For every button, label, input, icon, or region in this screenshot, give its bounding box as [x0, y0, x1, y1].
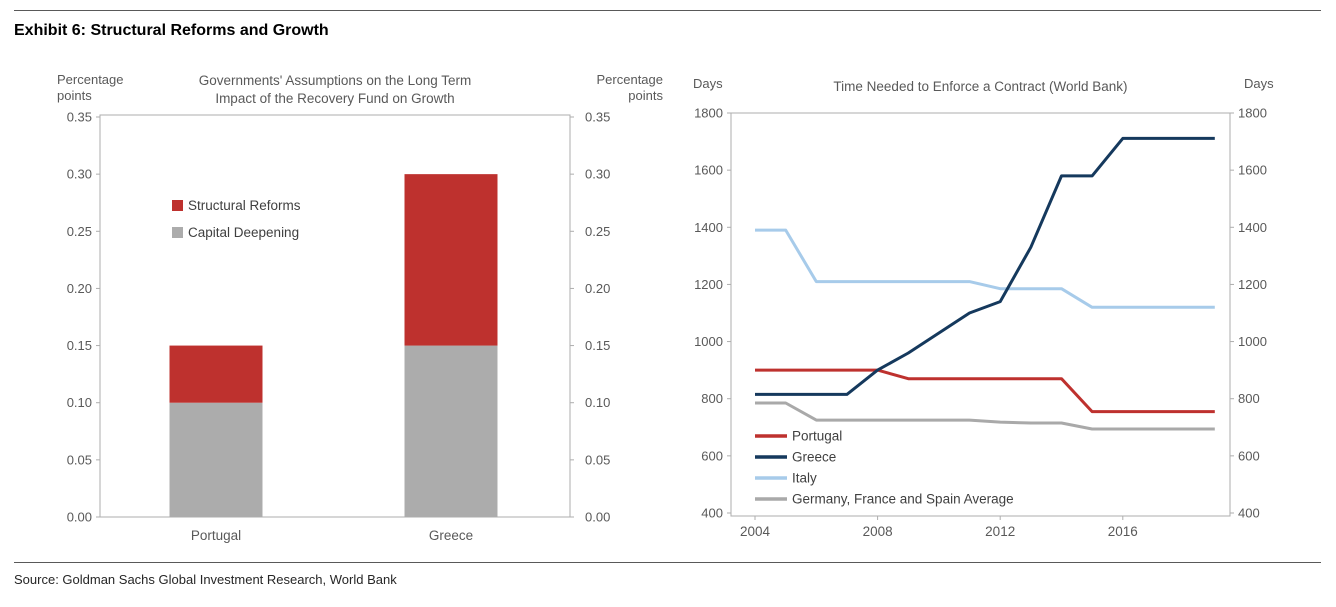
y-tick-label-left: 1200	[694, 277, 723, 292]
bar-chart-plot: 0.00 0.00 0.05 0.05 0.10 0.10 0.15 0.15 0.20 0.20…	[67, 110, 611, 544]
bottom-rule	[14, 562, 1321, 563]
bar-segment-capital-deepening	[169, 402, 263, 517]
legend-label: Structural Reforms	[188, 198, 301, 213]
y-tick-label-right: 0.15	[585, 338, 610, 353]
bar-chart: Percentage points Governments' Assumptio…	[40, 62, 672, 558]
y-tick-label-right: 1800	[1238, 106, 1267, 121]
y-tick-label-right: 0.10	[585, 395, 610, 410]
y-tick-label-left: 0.05	[67, 452, 92, 467]
plot-border	[730, 112, 1231, 517]
line-chart-plot: 1800 1800 1600 1600 1400 1400 1200 1200 1000 1000…	[694, 106, 1267, 540]
bar-segment-structural-reforms	[404, 174, 498, 346]
top-rule	[14, 10, 1321, 11]
bar-segment-structural-reforms	[169, 345, 263, 403]
y-tick-label-left: 0.35	[67, 110, 92, 125]
y-tick-label-right: 600	[1238, 448, 1260, 463]
x-tick-label: 2016	[1108, 524, 1138, 539]
y-tick-label-right: 1200	[1238, 277, 1267, 292]
y-tick-label-right: 0.35	[585, 110, 610, 125]
y-tick-label-left: 0.25	[67, 224, 92, 239]
legend-label: Germany, France and Spain Average	[792, 492, 1014, 507]
exhibit-title: Exhibit 6: Structural Reforms and Growth	[14, 22, 329, 39]
x-tick-label: 2004	[740, 524, 771, 539]
bar-chart-title: Governments' Assumptions on the Long Ter…	[198, 73, 472, 107]
y-tick-label-right: 0.30	[585, 167, 610, 182]
x-category-label: Greece	[429, 528, 473, 543]
y-tick-label-right: 400	[1238, 506, 1260, 521]
y-tick-label-left: 0.30	[67, 167, 92, 182]
source-text: Source: Goldman Sachs Global Investment …	[14, 572, 397, 587]
y-tick-label-left: 0.00	[67, 510, 92, 525]
bar-chart-y-axis-unit-left: Percentage points	[57, 72, 124, 104]
legend-swatch	[172, 227, 183, 238]
x-tick-label: 2008	[863, 524, 893, 539]
line-greece	[755, 136, 1215, 396]
line-chart-title: Time Needed to Enforce a Contract (World…	[833, 79, 1128, 94]
plot-border	[99, 114, 571, 518]
y-tick-label-right: 0.05	[585, 452, 610, 467]
legend-label: Portugal	[792, 429, 842, 444]
y-tick-label-left: 1600	[694, 163, 723, 178]
legend-label: Capital Deepening	[188, 225, 299, 240]
line-germany-france-and-spain-average	[755, 401, 1215, 431]
y-tick-label-left: 0.20	[67, 281, 92, 296]
y-tick-label-right: 800	[1238, 391, 1260, 406]
line-chart: Days Time Needed to Enforce a Contract (…	[680, 70, 1336, 562]
y-tick-label-right: 1600	[1238, 163, 1267, 178]
legend-label: Italy	[792, 471, 817, 486]
bar-segment-capital-deepening	[404, 345, 498, 517]
y-tick-label-right: 1400	[1238, 220, 1267, 235]
y-tick-label-left: 600	[701, 448, 723, 463]
y-tick-label-left: 800	[701, 391, 723, 406]
y-tick-label-left: 0.10	[67, 395, 92, 410]
legend-label: Greece	[792, 450, 836, 465]
y-tick-label-right: 1000	[1238, 334, 1267, 349]
bar-chart-y-axis-unit-right: Percentage points	[596, 72, 664, 104]
y-tick-label-left: 0.15	[67, 338, 92, 353]
legend-swatch	[172, 200, 183, 211]
y-tick-label-right: 0.25	[585, 224, 610, 239]
y-tick-label-left: 1400	[694, 220, 723, 235]
y-tick-label-left: 1000	[694, 334, 723, 349]
line-portugal	[755, 368, 1215, 414]
line-chart-y-axis-unit-right: Days	[1244, 76, 1274, 91]
y-tick-label-left: 400	[701, 506, 723, 521]
y-tick-label-left: 1800	[694, 106, 723, 121]
x-tick-label: 2012	[985, 524, 1015, 539]
line-italy	[755, 228, 1215, 309]
y-tick-label-right: 0.20	[585, 281, 610, 296]
x-category-label: Portugal	[191, 528, 241, 543]
y-tick-label-right: 0.00	[585, 510, 610, 525]
line-chart-y-axis-unit-left: Days	[693, 76, 723, 91]
